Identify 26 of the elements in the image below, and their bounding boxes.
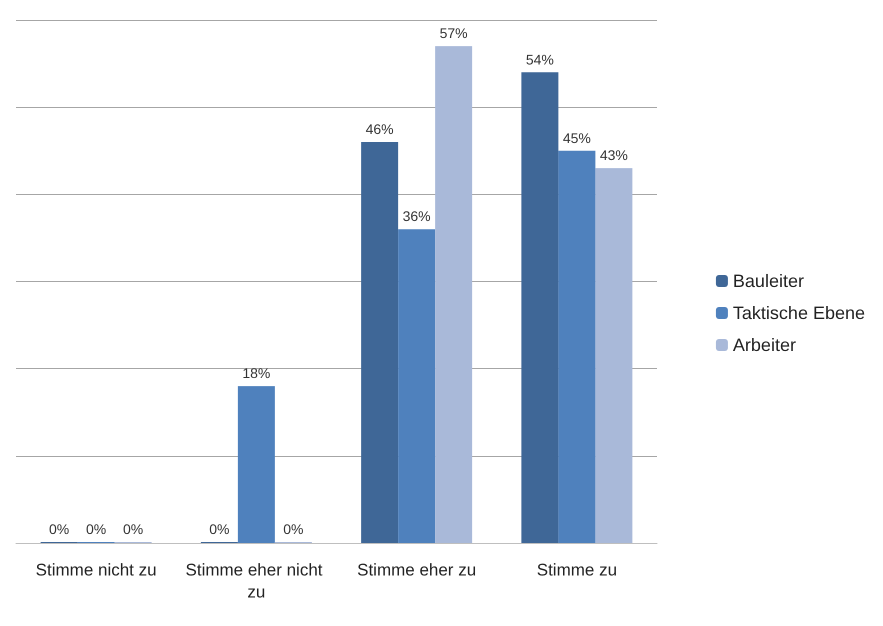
x-tick-label: Stimme nicht zu <box>36 560 157 580</box>
data-label: 0% <box>209 521 230 537</box>
data-label: 45% <box>562 130 591 146</box>
bar <box>435 46 472 543</box>
x-tick-label: Stimme eher zu <box>357 560 476 580</box>
x-tick-label: Stimme zu <box>536 560 618 580</box>
data-label: 0% <box>283 521 304 537</box>
data-label: 54% <box>526 51 554 68</box>
data-label: 36% <box>402 208 431 224</box>
x-tick-label: Stimme eher nicht zu <box>186 560 328 602</box>
bar <box>361 142 398 543</box>
data-label: 18% <box>242 365 270 382</box>
data-label: 46% <box>366 121 394 138</box>
data-label: 57% <box>440 25 468 42</box>
legend-label: Arbeiter <box>732 335 796 355</box>
legend-label: Bauleiter <box>732 271 804 291</box>
bar <box>398 229 436 543</box>
data-label: 0% <box>49 521 70 537</box>
data-label: 0% <box>86 521 106 537</box>
bar <box>558 150 596 543</box>
data-label: 0% <box>123 521 144 537</box>
legend-label: Taktische Ebene <box>732 303 866 323</box>
bar <box>238 386 275 543</box>
bar <box>521 72 558 543</box>
bar <box>595 168 632 543</box>
data-label: 43% <box>600 147 628 164</box>
